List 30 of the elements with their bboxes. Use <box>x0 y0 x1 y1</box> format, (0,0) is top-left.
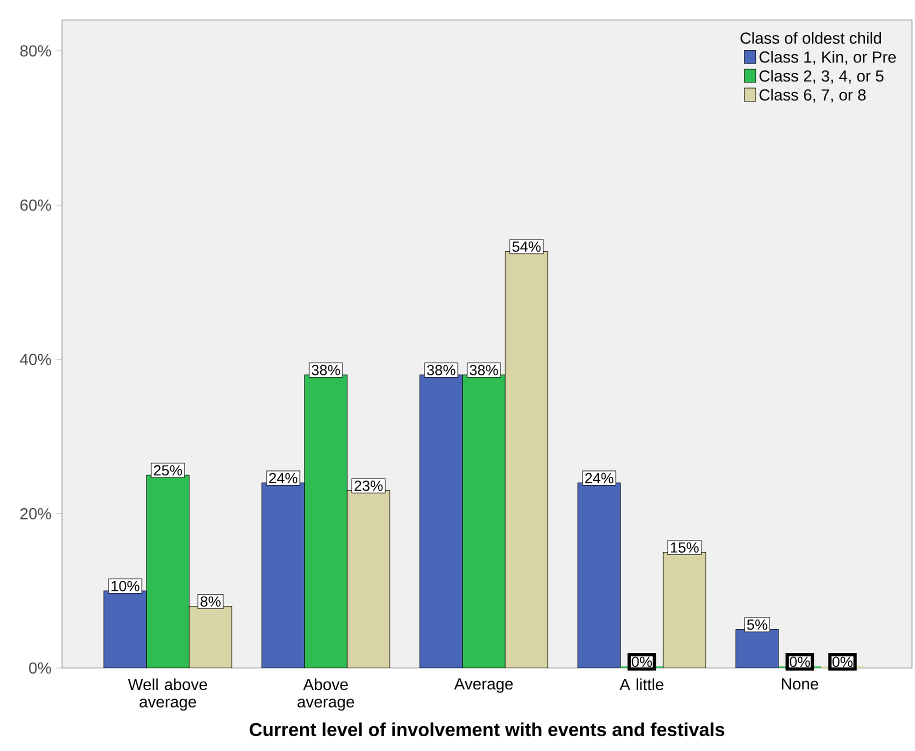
y-tick-label: 80% <box>20 45 52 57</box>
x-axis-title: Current level of involvement with events and festivals <box>250 722 724 736</box>
x-tick-label: Above average <box>298 678 354 711</box>
y-tick-label: 0% <box>29 662 52 674</box>
legend-label: Class 1, Kin, or Pre <box>760 51 896 65</box>
data-label: 24% <box>585 472 614 484</box>
x-tick-label: None <box>782 678 818 690</box>
data-label: 25% <box>154 465 182 476</box>
y-tick-label: 40% <box>20 354 52 366</box>
data-label: 54% <box>512 242 541 252</box>
data-label: 38% <box>427 364 456 376</box>
x-tick-label: Average <box>454 678 513 693</box>
data-label: 0% <box>832 656 853 668</box>
data-label: 38% <box>470 364 498 376</box>
data-label: 5% <box>747 620 768 630</box>
data-label: 24% <box>269 472 298 484</box>
x-tick-label: A little <box>620 678 664 690</box>
data-label: 8% <box>200 596 221 607</box>
x-tick-label: Well above average <box>128 678 207 711</box>
legend-label: Class 2, 3, 4, or 5 <box>760 70 884 84</box>
data-label: 0% <box>790 656 810 668</box>
data-label: 15% <box>670 542 699 553</box>
data-label: 38% <box>312 364 340 376</box>
data-label: 23% <box>354 480 383 491</box>
y-tick-label: 60% <box>20 199 52 211</box>
y-tick-label: 20% <box>20 508 52 520</box>
legend-title: Class of oldest child <box>740 32 881 44</box>
legend-label: Class 6, 7, or 8 <box>760 88 866 102</box>
data-label: 0% <box>632 656 652 668</box>
data-label: 10% <box>112 580 140 592</box>
